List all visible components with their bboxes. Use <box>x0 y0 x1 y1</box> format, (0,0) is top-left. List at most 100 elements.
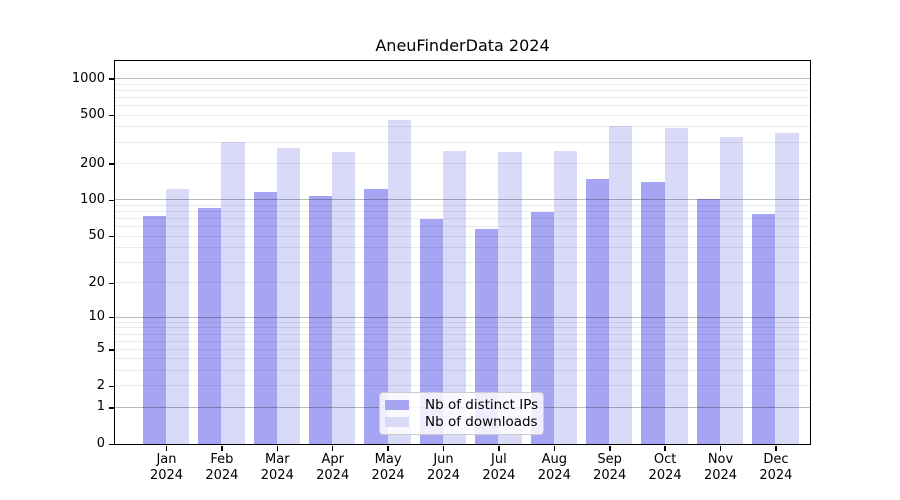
y-axis-tick-200 <box>109 163 114 165</box>
legend-entry-distinct-ips: Nb of distinct IPs <box>385 397 539 414</box>
legend-swatch-distinct-ips <box>385 400 409 411</box>
bar-distinct-ips-jan <box>142 216 166 444</box>
bar-distinct-ips-dec <box>752 214 776 444</box>
bar-downloads-sep <box>609 125 633 444</box>
bar-distinct-ips-nov <box>696 199 720 444</box>
gridline-minor-90 <box>115 204 810 206</box>
bar-distinct-ips-may <box>364 188 388 444</box>
bar-distinct-ips-feb <box>198 208 222 444</box>
gridline-minor-2 <box>115 385 810 387</box>
y-axis-tick-label-20: 20 <box>88 274 105 290</box>
y-axis-tick-20 <box>109 282 114 285</box>
y-axis-tick-label-50: 50 <box>88 228 105 243</box>
y-axis-tick-label-200: 200 <box>80 155 105 171</box>
x-axis-tick-label-nov: Nov 2024 <box>703 452 738 483</box>
gridline-minor-8 <box>115 327 810 329</box>
grid-layer <box>115 61 810 444</box>
x-axis-tick-label-may: May 2024 <box>371 452 405 483</box>
x-axis-tick-label-jan: Jan 2024 <box>149 452 184 483</box>
x-axis-tick-may <box>387 446 389 451</box>
y-axis-tick-label-10: 10 <box>88 309 105 325</box>
y-axis-tick-10 <box>109 316 114 319</box>
bar-distinct-ips-jun <box>419 218 443 444</box>
x-axis-tick-label-aug: Aug 2024 <box>537 452 571 483</box>
y-axis-tick-2 <box>109 385 114 388</box>
gridline-minor-400 <box>115 126 810 128</box>
gridline-minor-6 <box>115 340 810 342</box>
bar-downloads-mar <box>276 147 300 444</box>
x-axis-tick-apr <box>331 446 334 451</box>
legend-entry-downloads: Nb of downloads <box>385 413 538 431</box>
x-axis-tick-label-apr: Apr 2024 <box>316 452 350 483</box>
bar-distinct-ips-mar <box>253 191 277 444</box>
y-axis-tick-label-5: 5 <box>96 341 105 357</box>
x-axis-tick-label-oct: Oct 2024 <box>648 452 682 483</box>
y-axis-tick-label-500: 500 <box>80 107 105 123</box>
legend-swatch-downloads <box>385 416 409 427</box>
y-axis-tick-label-2: 2 <box>96 377 105 393</box>
bar-downloads-dec <box>775 132 799 444</box>
gridline-minor-3 <box>115 370 810 372</box>
gridline-major-100 <box>115 199 810 201</box>
x-axis-tick-label-sep: Sep 2024 <box>593 452 627 483</box>
x-axis-tick-label-jun: Jun 2024 <box>426 452 461 483</box>
bar-distinct-ips-oct <box>641 181 665 444</box>
bars-layer <box>115 61 810 444</box>
gridline-minor-300 <box>115 141 810 143</box>
y-axis-tick-500 <box>109 114 114 117</box>
gridline-minor-7 <box>115 333 810 335</box>
bar-distinct-ips-apr <box>309 195 333 444</box>
legend-label-downloads: Nb of downloads <box>425 413 538 430</box>
x-axis-tick-feb <box>221 446 223 451</box>
y-axis-tick-50 <box>109 235 114 238</box>
bar-downloads-jun <box>443 150 467 444</box>
x-axis-tick-jan <box>165 446 168 451</box>
bar-distinct-ips-jul <box>475 229 499 444</box>
bar-distinct-ips-sep <box>586 178 610 444</box>
gridline-minor-200 <box>115 163 810 164</box>
y-axis-tick-1 <box>109 407 114 409</box>
x-axis-tick-jun <box>442 446 445 451</box>
x-axis-tick-aug <box>553 446 556 451</box>
gridline-major-10 <box>115 316 810 318</box>
legend: Nb of distinct IPs Nb of downloads <box>379 392 544 435</box>
x-axis-tick-label-feb: Feb 2024 <box>205 452 239 483</box>
gridline-minor-5 <box>115 348 810 350</box>
bar-distinct-ips-aug <box>530 212 554 444</box>
gridline-minor-9 <box>115 321 810 323</box>
gridline-minor-600 <box>115 105 810 106</box>
gridline-minor-20 <box>115 282 810 284</box>
x-axis-tick-label-mar: Mar 2024 <box>260 452 294 483</box>
y-axis-tick-100 <box>109 199 114 202</box>
bar-downloads-aug <box>553 151 577 444</box>
gridline-minor-70 <box>115 218 810 219</box>
plot-area <box>114 60 811 445</box>
bar-downloads-jan <box>166 189 190 444</box>
gridline-minor-50 <box>115 235 810 237</box>
x-axis-tick-nov <box>719 446 722 451</box>
y-axis-tick-label-100: 100 <box>80 191 105 207</box>
x-axis-tick-label-dec: Dec 2024 <box>759 452 793 483</box>
y-axis-tick-label-0: 0 <box>96 436 105 451</box>
x-axis-tick-label-jul: Jul 2024 <box>482 452 516 483</box>
x-axis-tick-oct <box>664 446 666 451</box>
gridline-major-1000 <box>115 78 810 79</box>
gridline-minor-80 <box>115 211 810 212</box>
gridline-minor-500 <box>115 114 810 116</box>
y-axis-tick-0 <box>109 443 114 446</box>
bar-downloads-feb <box>221 142 245 444</box>
x-axis-tick-dec <box>775 446 777 451</box>
y-axis-tick-1000 <box>109 78 114 80</box>
chart-title: AneuFinderData 2024 <box>375 36 550 55</box>
y-axis-tick-label-1: 1 <box>96 399 105 415</box>
legend-label-distinct-ips: Nb of distinct IPs <box>425 397 539 414</box>
x-axis-tick-jul <box>498 446 500 451</box>
y-axis-tick-5 <box>109 349 114 351</box>
y-axis-tick-label-1000: 1000 <box>71 70 105 86</box>
gridline-minor-4 <box>115 358 810 360</box>
x-axis-tick-sep <box>609 446 611 451</box>
gridline-minor-60 <box>115 226 810 227</box>
gridline-minor-800 <box>115 89 810 91</box>
gridline-minor-40 <box>115 247 810 249</box>
bar-downloads-oct <box>664 128 688 444</box>
